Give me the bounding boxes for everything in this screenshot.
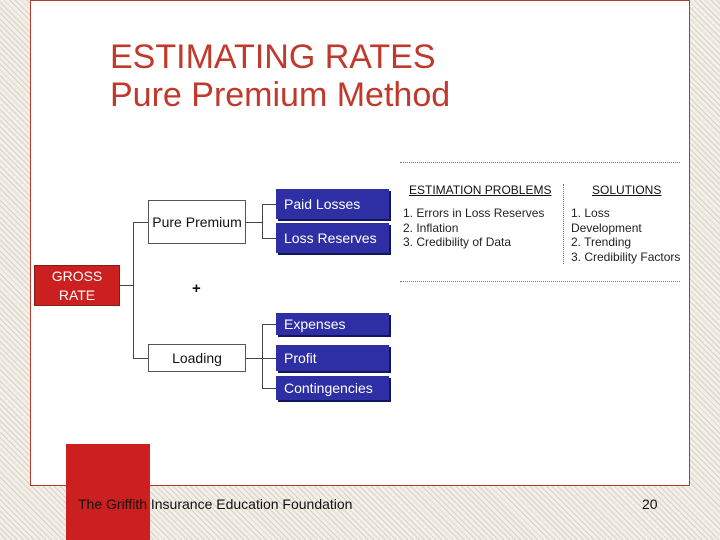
connector-gross-horizontal [120,285,133,286]
footer-red-block [66,444,150,540]
connector-loading-vertical [262,324,263,388]
list-item: 1. Loss [571,206,610,220]
pure-premium-box: Pure Premium [148,200,246,244]
contingencies-box: Contingencies [276,376,389,400]
expenses-box: Expenses [276,313,389,335]
list-item: 2. Inflation [403,220,459,235]
table-bottom-rule [400,281,680,282]
connector-to-loading [133,358,148,359]
plus-sign: + [192,280,201,297]
table-top-rule [400,162,680,163]
connector-to-loss-reserves [262,238,276,239]
estimation-problems-list: 1. Errors in Loss Reserves 2. Inflation … [403,206,544,250]
connector-pure-vertical [262,204,263,238]
connector-pure-horizontal [246,222,262,223]
loading-box: Loading [148,344,246,372]
estimation-problems-heading: ESTIMATION PROBLEMS [409,183,552,197]
slide-title: ESTIMATING RATES Pure Premium Method [110,38,450,114]
list-item: 2. Trending [571,235,632,249]
gross-rate-box: GROSS RATE [34,265,120,306]
connector-to-paid-losses [262,204,276,205]
connector-gross-vertical [133,222,134,358]
paid-losses-box: Paid Losses [276,189,389,219]
title-line-2: Pure Premium Method [110,76,451,114]
table-divider [563,184,564,264]
footer-organization: The Griffith Insurance Education Foundat… [78,496,353,512]
list-item: 3. Credibility Factors [571,249,681,264]
list-item: 3. Credibility of Data [403,235,512,249]
list-item: 1. Errors in Loss Reserves [403,206,545,220]
connector-to-expenses [262,324,276,325]
title-line-1: ESTIMATING RATES [110,38,436,76]
solutions-heading: SOLUTIONS [592,183,662,197]
page-number: 20 [642,496,658,512]
connector-to-pure [133,222,148,223]
connector-loading-horizontal [246,358,262,359]
connector-to-contingencies [262,388,276,389]
list-item: Development [571,220,642,235]
solutions-list: 1. Loss Development 2. Trending 3. Credi… [571,206,680,264]
loss-reserves-box: Loss Reserves [276,223,389,253]
profit-box: Profit [276,345,389,371]
connector-to-profit [262,358,276,359]
